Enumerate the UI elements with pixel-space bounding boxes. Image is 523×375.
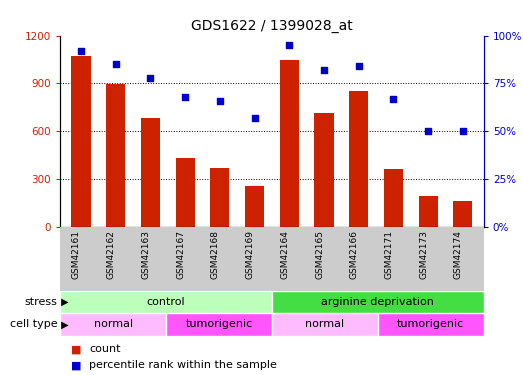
Point xyxy=(111,61,120,68)
Bar xyxy=(280,60,299,227)
Bar xyxy=(453,201,472,227)
Point xyxy=(146,75,155,81)
Text: GSM42168: GSM42168 xyxy=(211,230,220,279)
Text: ▶: ▶ xyxy=(58,297,68,307)
Bar xyxy=(210,168,230,227)
Text: GSM42174: GSM42174 xyxy=(454,230,463,279)
Bar xyxy=(272,291,484,313)
Point xyxy=(320,67,328,73)
Text: ■: ■ xyxy=(71,360,81,370)
Bar xyxy=(176,158,195,227)
Text: GSM42165: GSM42165 xyxy=(315,230,324,279)
Point xyxy=(389,96,397,102)
Text: GSM42164: GSM42164 xyxy=(280,230,289,279)
Text: stress: stress xyxy=(25,297,58,307)
Bar xyxy=(419,196,438,227)
Text: tumorigenic: tumorigenic xyxy=(397,320,464,329)
Point xyxy=(355,63,363,69)
Text: GSM42173: GSM42173 xyxy=(419,230,428,279)
Text: ■: ■ xyxy=(71,344,81,354)
Point xyxy=(77,48,85,54)
Text: normal: normal xyxy=(305,320,345,329)
Text: count: count xyxy=(89,344,120,354)
Bar xyxy=(166,313,272,336)
Text: control: control xyxy=(147,297,185,307)
Text: GSM42162: GSM42162 xyxy=(107,230,116,279)
Bar xyxy=(245,186,264,227)
Point xyxy=(285,42,293,48)
Text: GSM42166: GSM42166 xyxy=(350,230,359,279)
Text: normal: normal xyxy=(94,320,133,329)
Text: GSM42163: GSM42163 xyxy=(141,230,151,279)
Bar xyxy=(60,291,272,313)
Bar xyxy=(60,313,166,336)
Title: GDS1622 / 1399028_at: GDS1622 / 1399028_at xyxy=(191,19,353,33)
Text: GSM42171: GSM42171 xyxy=(384,230,393,279)
Text: tumorigenic: tumorigenic xyxy=(185,320,253,329)
Text: arginine deprivation: arginine deprivation xyxy=(322,297,434,307)
Bar xyxy=(349,91,368,227)
Bar xyxy=(314,113,334,227)
Bar xyxy=(384,169,403,227)
Bar xyxy=(72,56,90,227)
Text: GSM42169: GSM42169 xyxy=(246,230,255,279)
Bar xyxy=(106,84,125,227)
Point xyxy=(424,128,433,134)
Bar xyxy=(272,313,378,336)
Point xyxy=(215,98,224,104)
Point xyxy=(459,128,467,134)
Text: GSM42167: GSM42167 xyxy=(176,230,185,279)
Point xyxy=(251,115,259,121)
Bar xyxy=(141,118,160,227)
Point xyxy=(181,94,189,100)
Bar xyxy=(378,313,484,336)
Text: GSM42161: GSM42161 xyxy=(72,230,81,279)
Text: ▶: ▶ xyxy=(58,320,68,329)
Text: percentile rank within the sample: percentile rank within the sample xyxy=(89,360,277,370)
Text: cell type: cell type xyxy=(10,320,58,329)
